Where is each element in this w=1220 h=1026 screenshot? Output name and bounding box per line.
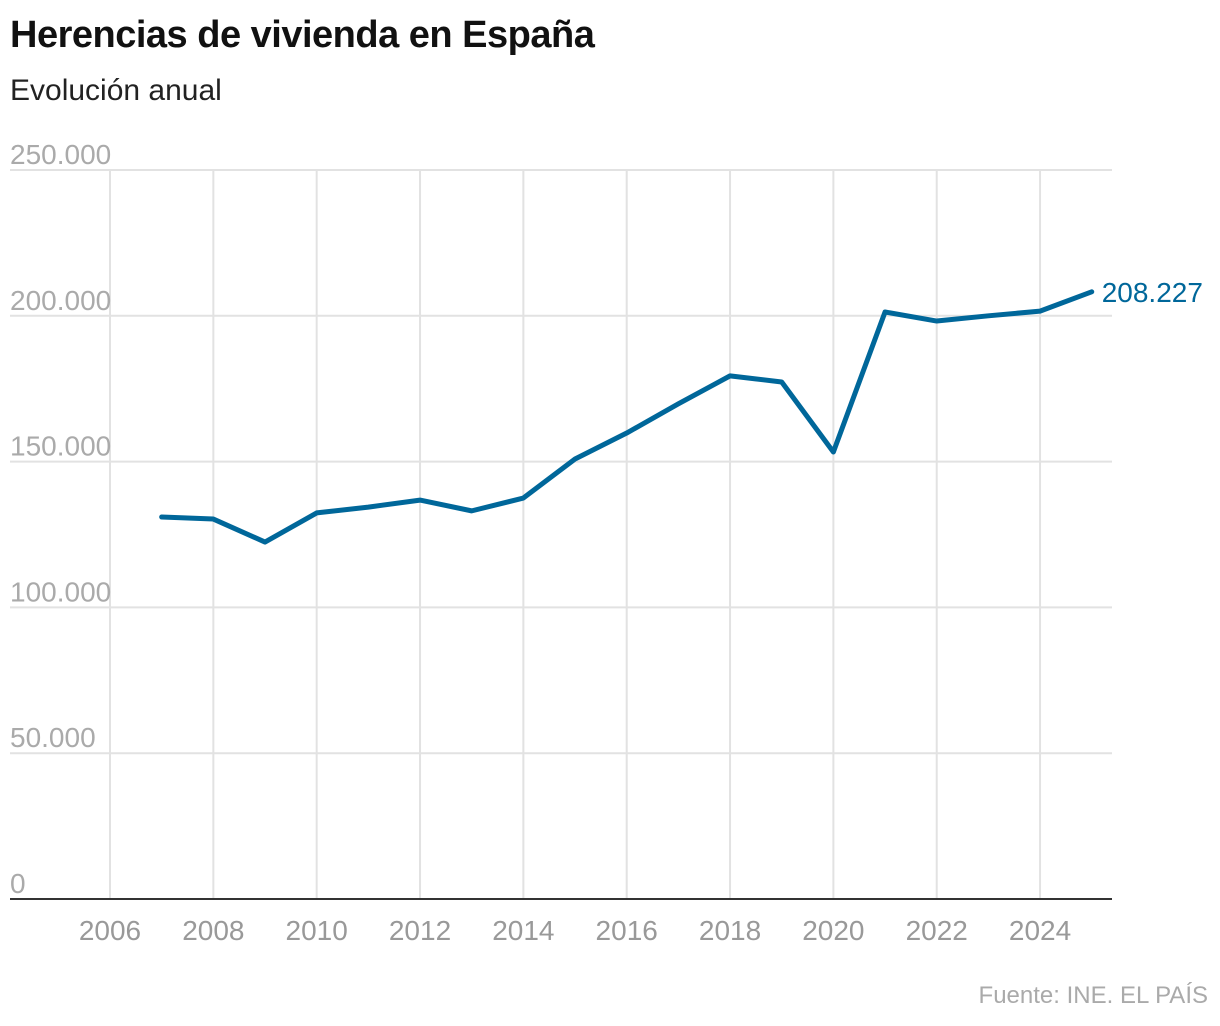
chart-subtitle: Evolución anual xyxy=(10,74,222,107)
y-tick-label: 50.000 xyxy=(10,722,96,753)
y-tick-label: 100.000 xyxy=(10,576,111,607)
source-note: Fuente: INE. EL PAÍS xyxy=(978,982,1208,1009)
x-tick-label: 2024 xyxy=(1009,915,1071,946)
x-tick-label: 2010 xyxy=(286,915,348,946)
y-tick-label: 0 xyxy=(10,868,26,899)
y-tick-label: 200.000 xyxy=(10,285,111,316)
x-tick-label: 2022 xyxy=(906,915,968,946)
y-tick-label: 150.000 xyxy=(10,431,111,462)
x-tick-label: 2012 xyxy=(389,915,451,946)
x-tick-label: 2008 xyxy=(182,915,244,946)
data-line xyxy=(159,289,1095,545)
x-tick-label: 2020 xyxy=(802,915,864,946)
x-tick-label: 2018 xyxy=(699,915,761,946)
x-tick-label: 2016 xyxy=(596,915,658,946)
y-tick-label: 250.000 xyxy=(10,139,111,170)
chart-title: Herencias de vivienda en España xyxy=(10,14,595,56)
x-tick-label: 2006 xyxy=(79,915,141,946)
end-value-label: 208.227 xyxy=(1102,277,1203,308)
x-tick-label: 2014 xyxy=(492,915,554,946)
